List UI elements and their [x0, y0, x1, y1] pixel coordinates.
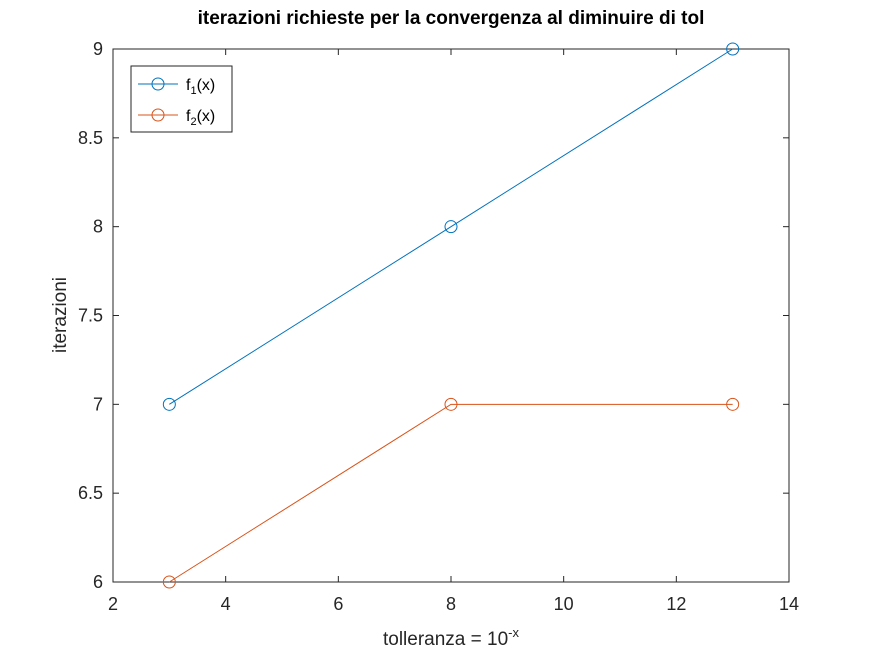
y-tick-label: 7.5 [78, 306, 103, 326]
x-tick-label: 4 [221, 594, 231, 614]
series-line-1 [169, 48, 733, 405]
legend-label-1: f1(x) [186, 77, 215, 97]
y-tick-label: 6 [93, 572, 103, 592]
series-line-2 [169, 403, 733, 583]
y-tick-label: 6.5 [78, 483, 103, 503]
x-axis-ticks: 2 4 6 8 10 12 14 [108, 49, 799, 614]
data-point-series-1 [444, 220, 458, 234]
legend: f1(x) f2(x) [130, 65, 233, 133]
data-point-series-1 [726, 42, 740, 56]
y-tick-label: 7 [93, 394, 103, 414]
legend-box [130, 65, 233, 133]
y-axis-ticks: 6 6.5 7 7.5 8 8.5 9 [78, 39, 789, 592]
legend-marker-2 [151, 108, 165, 122]
x-tick-label: 14 [779, 594, 799, 614]
x-tick-label: 10 [554, 594, 574, 614]
x-tick-label: 6 [333, 594, 343, 614]
y-tick-label: 8 [93, 217, 103, 237]
y-axis-label: iterazioni [50, 277, 71, 353]
chart-title: iterazioni richieste per la convergenza … [198, 8, 705, 29]
legend-marker-1 [151, 77, 165, 91]
data-point-series-2 [444, 397, 458, 411]
legend-label-2: f2(x) [186, 108, 215, 128]
y-tick-label: 8.5 [78, 128, 103, 148]
series-layer [162, 42, 740, 589]
x-tick-label: 8 [446, 594, 456, 614]
x-tick-label: 2 [108, 594, 118, 614]
x-axis-label: tolleranza = 10-x [383, 625, 520, 650]
y-tick-label: 9 [93, 39, 103, 59]
x-tick-label: 12 [666, 594, 686, 614]
data-point-series-2 [726, 397, 740, 411]
data-point-series-2 [162, 575, 176, 589]
data-point-series-1 [162, 397, 176, 411]
